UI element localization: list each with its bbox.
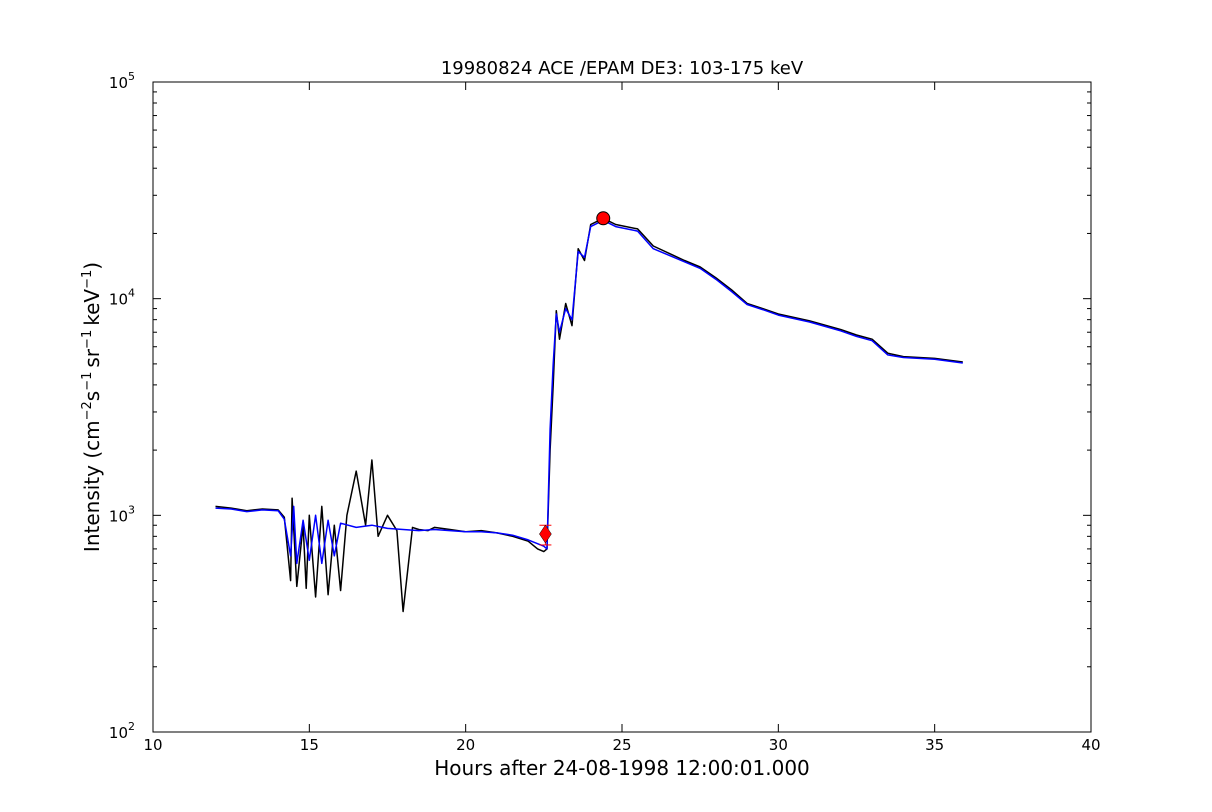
x-tick-label: 30 [769,736,788,754]
y-axis-label-exp: −1 [80,372,95,391]
chart-title: 19980824 ACE /EPAM DE3: 103-175 keV [441,58,804,79]
onset-diamond-marker [539,524,552,544]
y-axis-label-unit: sr [80,348,104,367]
y-axis-label: Intensity (cm−2s−1sr−1keV−1) [80,262,104,552]
peak-circle-marker [596,211,611,226]
x-tick-label: 20 [456,736,475,754]
y-axis-label-unit: s [80,391,104,401]
x-tick-label: 35 [925,736,944,754]
y-axis-label-exp: −1 [80,330,95,349]
series-line-1 [215,219,963,565]
y-axis-label-unit: keV [80,289,104,326]
x-tick-label: 10 [143,736,162,754]
y-axis-label-suffix: ) [80,262,104,270]
x-tick-label: 25 [612,736,631,754]
x-tick-label: 15 [300,736,319,754]
y-axis-label-prefix: Intensity (cm [80,420,104,552]
x-axis-label: Hours after 24-08-1998 12:00:01.000 [434,756,810,780]
y-axis-label-exp: −2 [80,401,95,420]
y-axis-label-exp: −1 [80,270,95,289]
x-tick-label: 40 [1081,736,1100,754]
